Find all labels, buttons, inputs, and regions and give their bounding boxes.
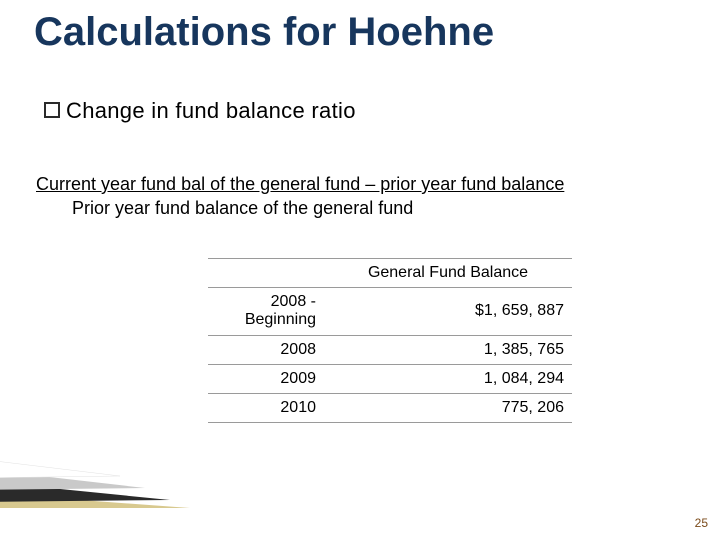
formula-denominator: Prior year fund balance of the general f… [72,196,564,220]
table-cell-label: 2008 [208,335,324,364]
page-number: 25 [695,516,708,530]
table-row: 2009 1, 084, 294 [208,364,572,393]
bullet-line: Change in fund balance ratio [44,98,356,124]
corner-wedge-icon [0,442,230,522]
formula-numerator: Current year fund bal of the general fun… [36,172,564,196]
table-row: 2010 775, 206 [208,393,572,422]
table-cell-label: 2009 [208,364,324,393]
table-row: 2008 - Beginning $1, 659, 887 [208,288,572,336]
table-header-blank [208,259,324,288]
table-cell-value: 775, 206 [324,393,572,422]
table-row: 2008 1, 385, 765 [208,335,572,364]
slide: Calculations for Hoehne Change in fund b… [0,0,720,540]
fund-balance-table: General Fund Balance 2008 - Beginning $1… [208,258,572,423]
fund-balance-table-wrap: General Fund Balance 2008 - Beginning $1… [208,258,572,423]
table-header-value: General Fund Balance [324,259,572,288]
table-cell-label: 2008 - Beginning [208,288,324,336]
table-cell-value: $1, 659, 887 [324,288,572,336]
table-cell-value: 1, 084, 294 [324,364,572,393]
slide-title: Calculations for Hoehne [34,10,494,55]
bullet-rest-text: in fund balance ratio [145,98,356,123]
table-header-row: General Fund Balance [208,259,572,288]
table-cell-value: 1, 385, 765 [324,335,572,364]
formula-block: Current year fund bal of the general fun… [36,172,564,221]
table-cell-label: 2010 [208,393,324,422]
square-bullet-icon [44,102,60,118]
bullet-change-word: Change [66,98,145,123]
